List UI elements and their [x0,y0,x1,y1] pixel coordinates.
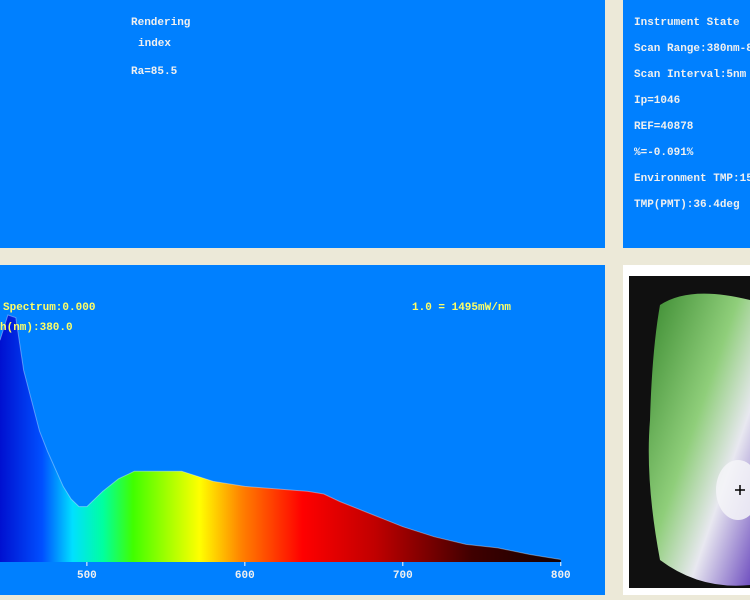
x-tick-label: 700 [393,570,413,582]
instrument-line: Scan Range:380nm-8 [634,43,750,55]
wavelength-readout: h(nm):380.0 [0,322,73,334]
chromaticity-marker [735,485,745,495]
rendering-title: Rendering [131,17,190,29]
instrument-panel [623,0,750,248]
ra-value: Ra=85.5 [131,66,178,78]
instrument-line: Environment TMP:15 [634,173,750,185]
spectrum-curve [0,314,561,560]
spectrum-readout: Spectrum:0.000 [3,302,95,314]
instrument-line: Scan Interval:5nm [634,69,747,81]
cie-locus [648,293,750,586]
x-tick-label: 800 [551,570,571,582]
instrument-line: %=-0.091% [634,147,694,159]
instrument-title: Instrument State [634,17,740,29]
instrument-line: Ip=1046 [634,95,680,107]
instrument-line: TMP(PMT):36.4deg [634,199,740,211]
white-point-area [716,460,750,520]
x-tick-label: 500 [77,570,97,582]
instrument-line: REF=40878 [634,121,694,133]
rendering-panel [0,0,605,248]
scale-label: 1.0 = 1495mW/nm [412,302,511,314]
spectrum-fill [0,315,561,562]
rendering-subtitle: index [138,38,171,50]
x-tick-label: 600 [235,570,255,582]
